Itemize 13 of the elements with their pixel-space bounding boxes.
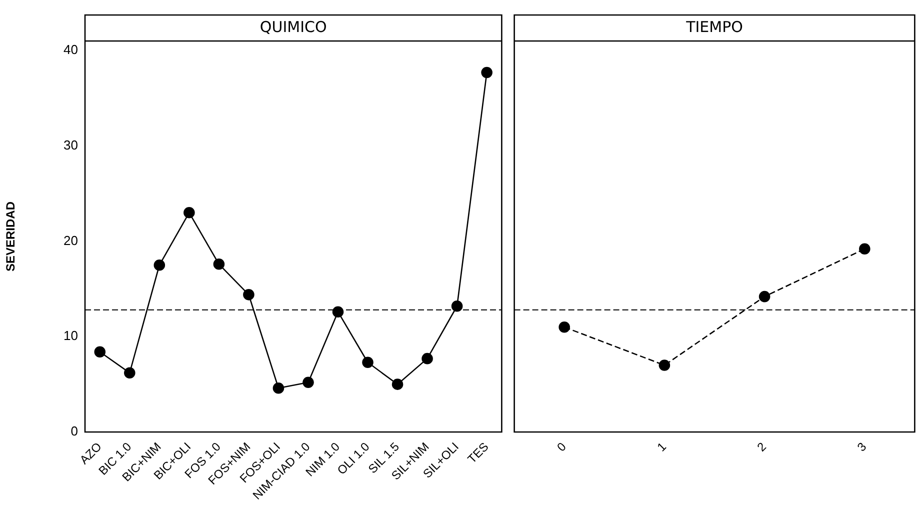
- y-tick-label: 30: [64, 137, 78, 152]
- chart-title: TIEMPO: [685, 18, 743, 36]
- y-axis-title: SEVERIDAD: [4, 201, 18, 272]
- x-tick-label: 2: [754, 439, 770, 454]
- x-tick-label: 1: [654, 439, 670, 454]
- y-tick-label: 0: [70, 424, 78, 439]
- x-tick-label: 0: [554, 439, 570, 454]
- y-tick-label: 40: [64, 42, 78, 58]
- chart-title: QUIMICO: [260, 18, 327, 36]
- y-tick-label: 10: [64, 328, 78, 344]
- x-tick-label: 3: [854, 439, 870, 454]
- x-tick-label: TES: [464, 440, 492, 466]
- y-tick-label: 20: [64, 232, 78, 248]
